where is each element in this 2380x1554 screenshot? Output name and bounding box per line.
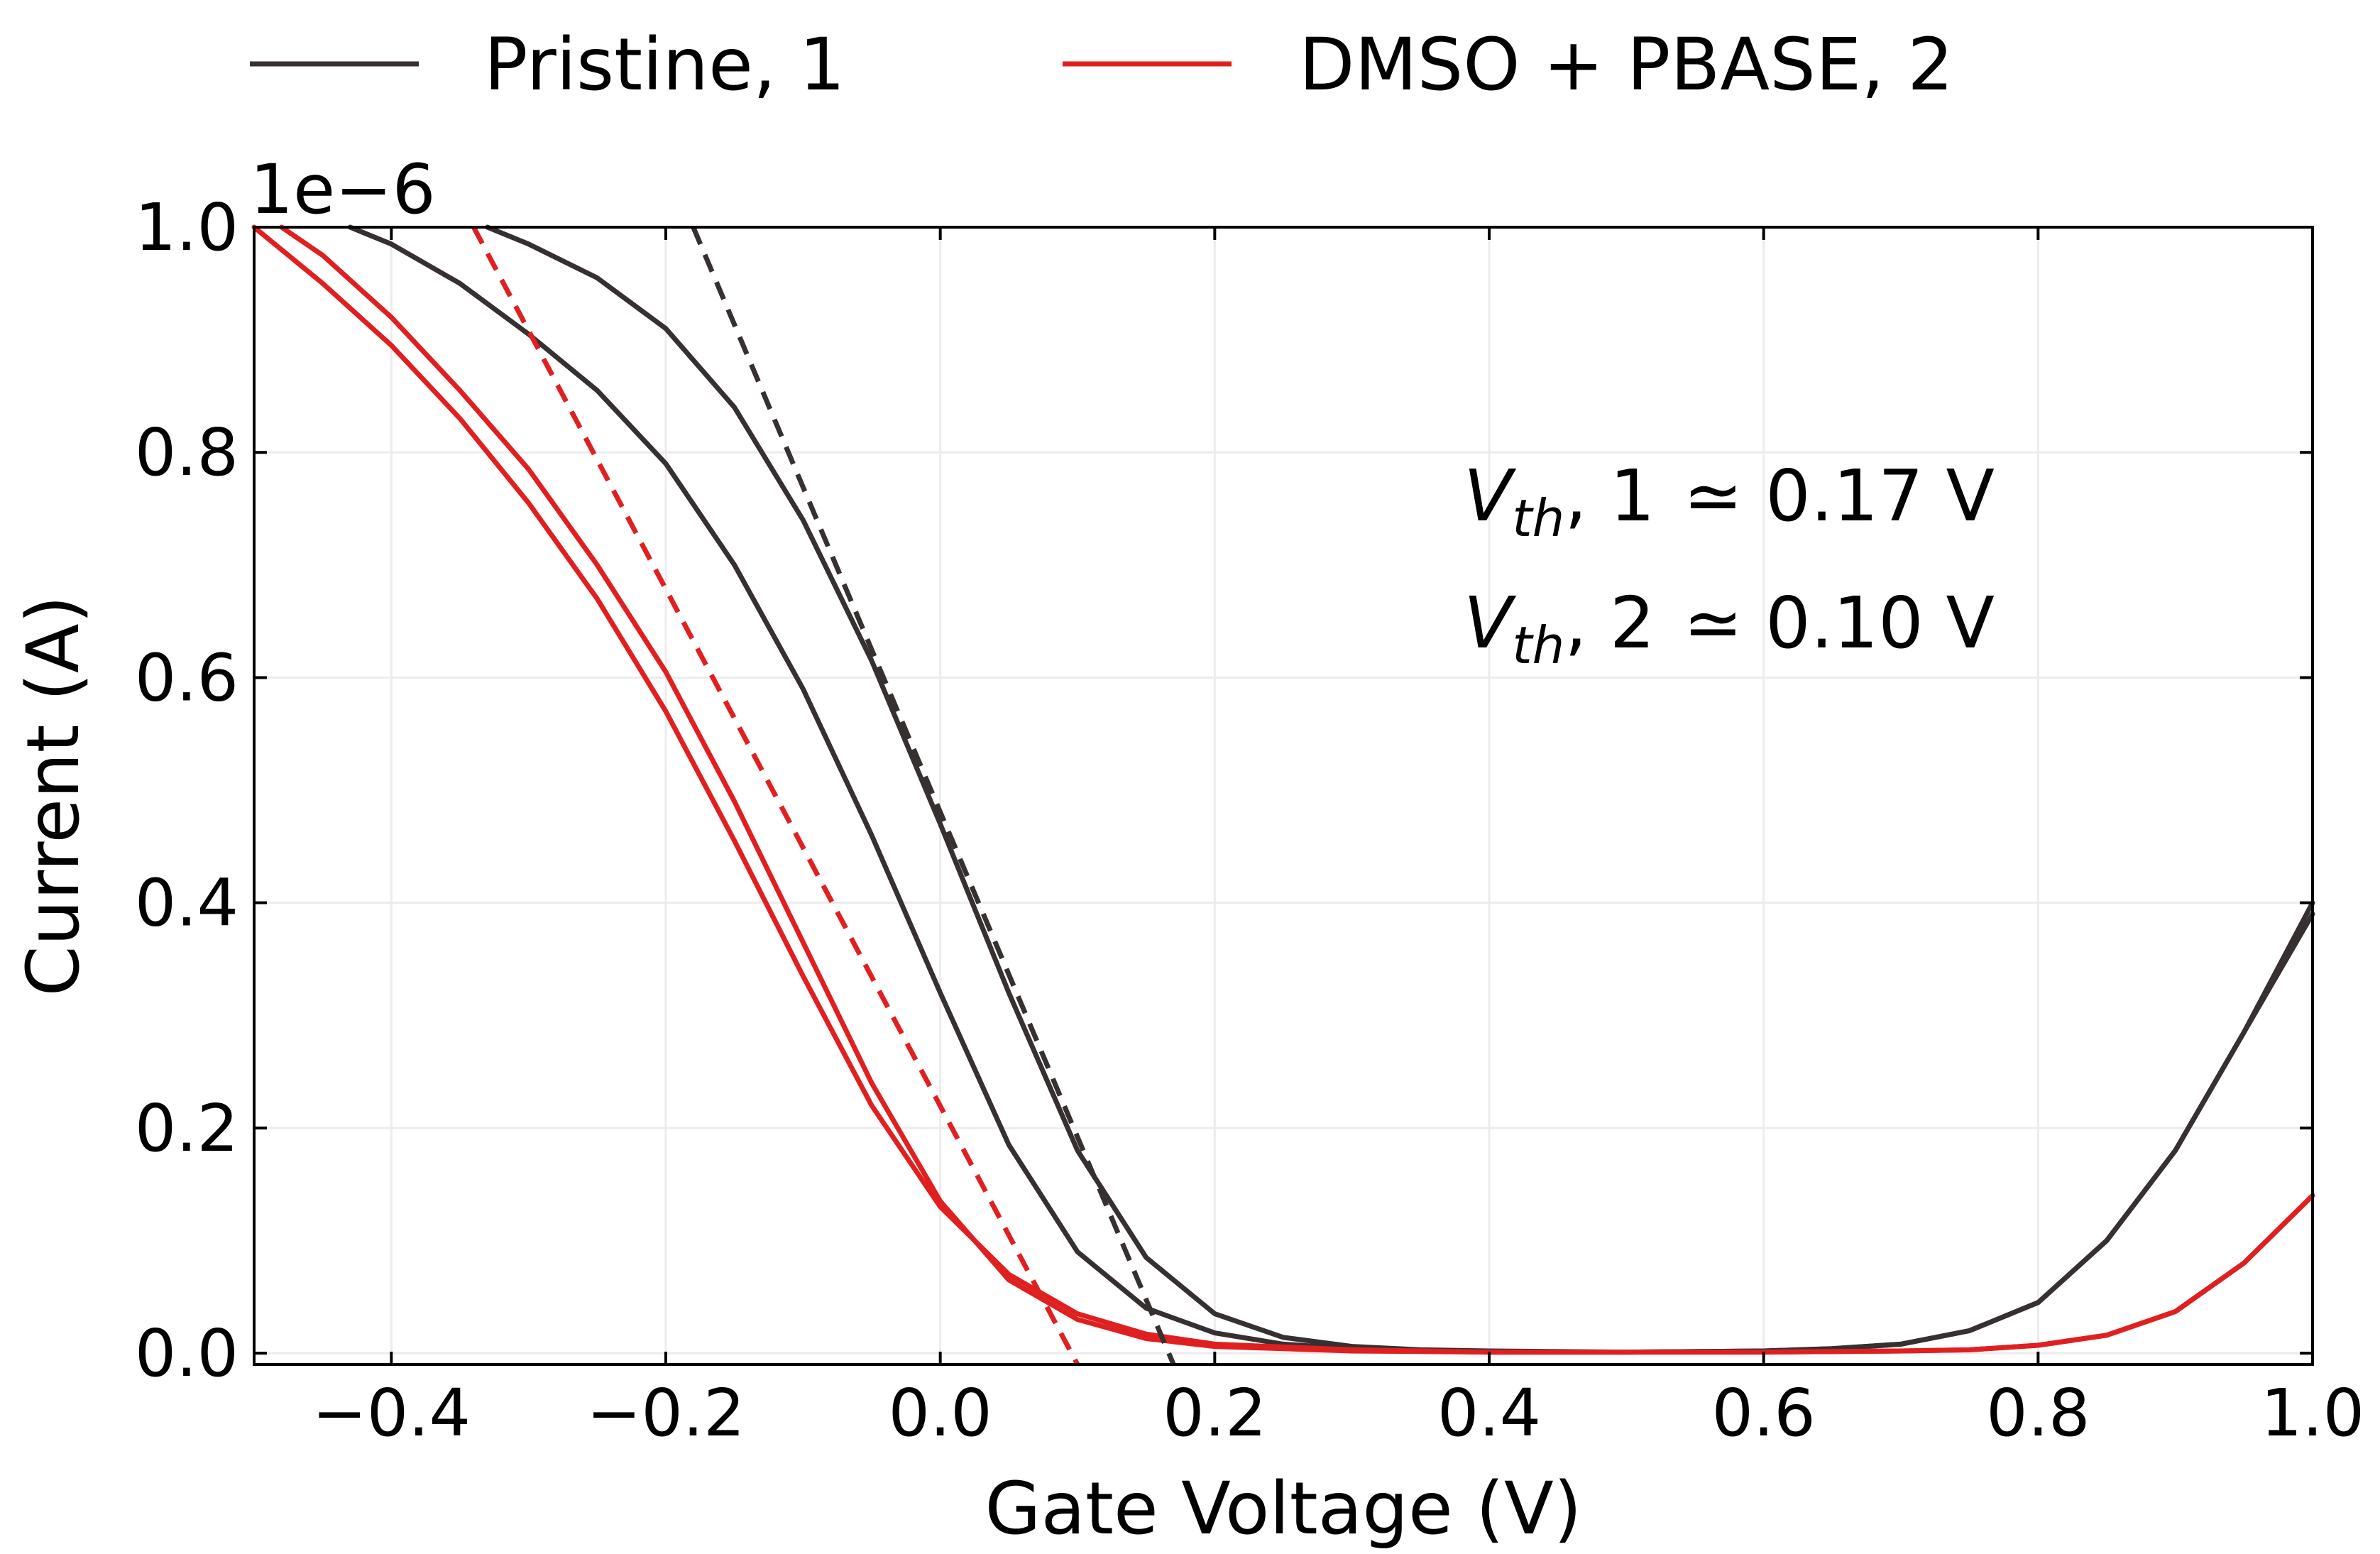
annotation-vth-2-subscript: th [1512,615,1564,675]
annotation-vth-2-symbol: V [1464,581,1517,664]
annotation-vth-1-symbol: V [1464,454,1517,537]
threshold-annotations: Vth, 1 ≃ 0.17 V Vth, 2 ≃ 0.10 V [1464,454,1995,675]
annotation-vth-2: Vth, 2 ≃ 0.10 V [1464,581,1995,675]
annotation-vth-2-value: ≃ 0.10 V [1684,581,1995,664]
series-line-5 [471,226,1080,1366]
y-tick-labels: 0.0 0.2 0.4 0.6 0.8 1.0 [135,190,238,1391]
y-tick-label-2: 0.4 [135,865,238,941]
series-line-4 [691,226,1176,1366]
plot-frame [253,226,2314,1366]
x-tick-labels: −0.4 −0.2 0.0 0.2 0.4 0.6 0.8 1.0 [312,1375,2365,1451]
y-tick-label-4: 0.8 [135,415,238,491]
series-line-1 [485,224,2315,1355]
annotation-vth-1-subscript: th [1512,488,1564,548]
x-tick-label-6: 0.8 [1986,1375,2090,1451]
y-offset-label: 1e−6 [250,150,436,229]
series-line-3 [279,224,2315,1355]
annotation-vth-2-label: , 2 [1564,581,1655,664]
x-tick-label-3: 0.2 [1163,1375,1266,1451]
series-layer [251,224,2315,1366]
y-tick-label-0: 0.0 [135,1315,238,1391]
ticks [254,226,2314,1364]
legend-label-dmso-pbase: DMSO + PBASE, 2 [1299,23,1953,107]
legend: Pristine, 1 DMSO + PBASE, 2 [250,23,1953,107]
annotation-vth-1: Vth, 1 ≃ 0.17 V [1464,454,1995,548]
annotation-vth-1-label: , 1 [1564,454,1655,537]
annotation-vth-1-value: ≃ 0.17 V [1684,454,1995,537]
y-tick-label-5: 1.0 [135,190,238,266]
x-tick-label-1: −0.2 [586,1375,745,1451]
x-tick-label-7: 1.0 [2261,1375,2364,1451]
y-tick-label-1: 0.2 [135,1090,238,1166]
series-line-0 [347,224,2315,1355]
x-tick-label-4: 0.4 [1437,1375,1541,1451]
y-tick-label-3: 0.6 [135,640,238,716]
x-tick-label-0: −0.4 [312,1375,471,1451]
legend-label-pristine: Pristine, 1 [484,23,845,107]
x-tick-label-2: 0.0 [889,1375,992,1451]
x-axis-label: Gate Voltage (V) [985,1467,1581,1551]
y-axis-label: Current (A) [11,596,96,997]
x-tick-label-5: 0.6 [1712,1375,1816,1451]
